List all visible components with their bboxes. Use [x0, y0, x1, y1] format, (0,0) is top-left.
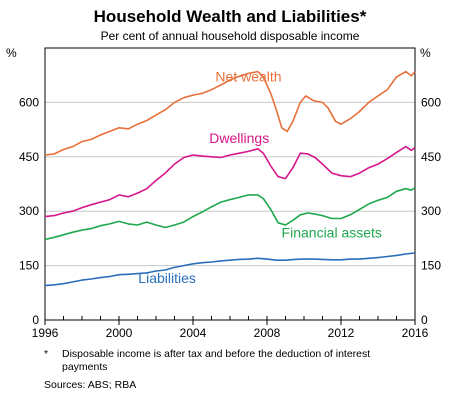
series-label-net-wealth: Net wealth — [215, 68, 281, 84]
series-line-financial-assets — [44, 186, 416, 241]
series-line-liabilities — [44, 252, 416, 287]
series-layer — [44, 70, 416, 287]
sources: Sources: ABS; RBA — [44, 379, 136, 391]
y-tick-left-150: 150 — [19, 259, 39, 273]
x-tick-label-2000: 2000 — [106, 326, 133, 340]
series-label-liabilities: Liabilities — [138, 270, 196, 286]
chart-title: Household Wealth and Liabilities* — [94, 7, 367, 26]
y-tick-left-600: 600 — [19, 95, 39, 109]
y-tick-left-450: 450 — [19, 150, 39, 164]
chart-subtitle: Per cent of annual household disposable … — [101, 29, 360, 43]
y-tick-right-150: 150 — [421, 259, 441, 273]
tick-layer: 0 0 150 150 300 300 450 450 600 600 1996 2000 2004 20… — [19, 95, 441, 340]
label-layer: Net wealth Dwellings Financial assets Liabi… — [138, 68, 382, 286]
series-line-dwellings — [44, 145, 416, 218]
series-label-dwellings: Dwellings — [209, 130, 269, 146]
footnote-line-1: Disposable income is after tax and befor… — [62, 348, 370, 360]
x-tick-label-1996: 1996 — [32, 326, 59, 340]
y-tick-left-300: 300 — [19, 204, 39, 218]
series-line-net-wealth — [44, 70, 416, 156]
plot-frame — [44, 47, 416, 321]
x-tick-label-2016: 2016 — [402, 326, 429, 340]
y-tick-right-0: 0 — [421, 313, 428, 327]
series-label-financial-assets: Financial assets — [282, 225, 382, 241]
y-tick-right-450: 450 — [421, 150, 441, 164]
y-unit-left: % — [6, 46, 17, 60]
y-tick-right-600: 600 — [421, 95, 441, 109]
footnote-marker: * — [44, 348, 48, 360]
y-tick-right-300: 300 — [421, 204, 441, 218]
x-tick-label-2012: 2012 — [328, 326, 355, 340]
footnote-line-2: payments — [62, 361, 108, 373]
y-unit-right: % — [420, 46, 431, 60]
x-tick-label-2004: 2004 — [180, 326, 207, 340]
y-tick-left-0: 0 — [32, 313, 39, 327]
x-tick-label-2008: 2008 — [254, 326, 281, 340]
grid-layer — [45, 101, 415, 267]
